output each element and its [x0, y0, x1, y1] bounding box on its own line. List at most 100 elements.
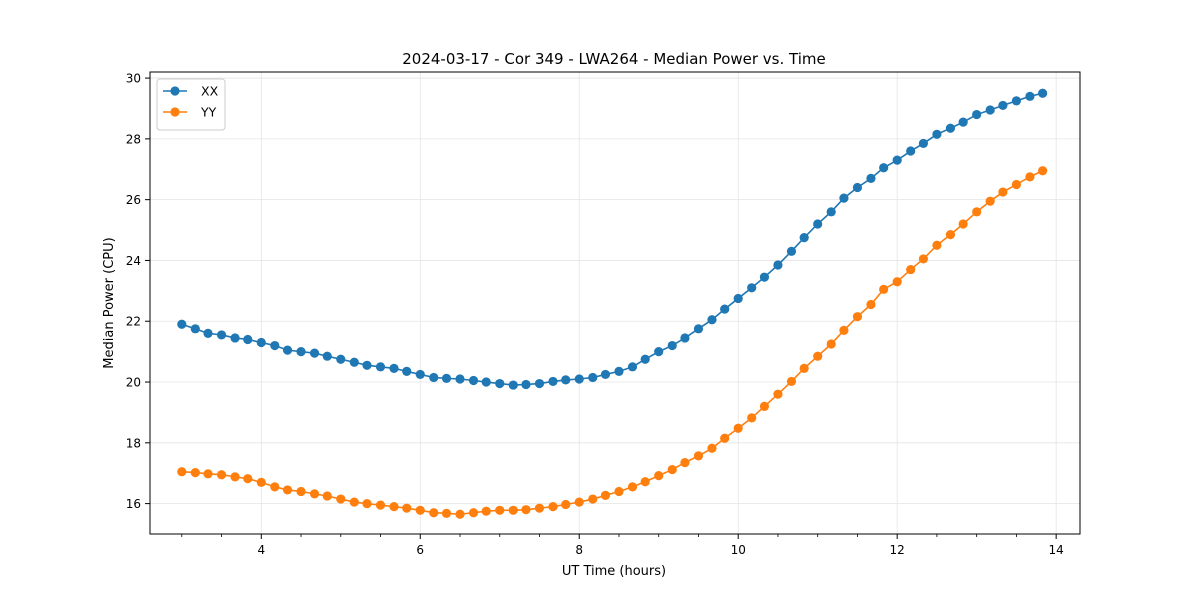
- data-point-yy: [972, 207, 982, 217]
- data-point-xx: [958, 117, 968, 127]
- x-tick-label: 14: [1049, 543, 1064, 557]
- data-point-xx: [720, 304, 730, 314]
- data-point-xx: [177, 319, 187, 329]
- data-point-yy: [918, 254, 929, 264]
- data-point-yy: [588, 494, 598, 504]
- data-point-xx: [243, 334, 253, 345]
- data-point-yy: [693, 451, 704, 461]
- data-point-xx: [1025, 91, 1035, 101]
- data-point-xx: [521, 379, 531, 390]
- data-point-xx: [640, 354, 650, 364]
- data-point-yy: [600, 490, 611, 500]
- data-point-xx: [667, 340, 677, 351]
- data-point-xx: [336, 354, 346, 364]
- data-point-yy: [203, 469, 213, 479]
- data-point-yy: [561, 499, 571, 510]
- y-tick-label: 30: [126, 72, 141, 86]
- data-point-yy: [654, 471, 664, 481]
- data-point-xx: [733, 293, 743, 304]
- data-point-xx: [362, 360, 372, 370]
- data-point-xx: [680, 333, 690, 343]
- data-point-yy: [389, 502, 399, 512]
- data-point-yy: [402, 503, 412, 513]
- data-point-xx: [203, 328, 213, 338]
- data-point-xx: [866, 173, 876, 183]
- data-point-yy: [336, 494, 346, 504]
- series-line-xx: [181, 92, 1043, 386]
- y-tick-label: 18: [126, 436, 141, 450]
- data-point-xx: [441, 373, 452, 383]
- data-point-yy: [309, 489, 320, 499]
- data-point-yy: [707, 443, 717, 453]
- data-point-xx: [495, 378, 505, 389]
- data-point-xx: [534, 378, 545, 389]
- data-point-xx: [309, 348, 320, 358]
- data-point-xx: [282, 345, 293, 355]
- data-point-xx: [654, 347, 664, 357]
- data-point-xx: [906, 146, 916, 156]
- data-point-yy: [481, 506, 491, 516]
- data-point-yy: [627, 482, 638, 492]
- data-point-yy: [826, 339, 836, 349]
- data-point-yy: [945, 230, 956, 240]
- series-yy: [177, 166, 1048, 519]
- data-point-yy: [270, 482, 280, 492]
- data-point-xx: [230, 333, 240, 343]
- data-point-yy: [177, 467, 187, 477]
- data-point-yy: [349, 497, 359, 507]
- data-point-yy: [441, 508, 452, 518]
- series-group: [177, 88, 1048, 519]
- x-tick-label: 8: [575, 543, 583, 557]
- data-point-yy: [879, 284, 889, 294]
- legend-marker-xx: [170, 86, 180, 96]
- legend-label-yy: YY: [200, 105, 217, 120]
- data-point-xx: [826, 207, 836, 217]
- data-point-yy: [759, 401, 770, 411]
- data-point-yy: [296, 486, 306, 497]
- data-point-xx: [468, 375, 479, 386]
- data-point-xx: [1011, 96, 1022, 106]
- y-tick-label: 26: [126, 193, 141, 207]
- series-line-yy: [181, 170, 1043, 516]
- data-point-yy: [839, 325, 849, 335]
- data-point-yy: [614, 486, 624, 497]
- data-point-yy: [852, 312, 863, 322]
- data-point-yy: [322, 491, 332, 501]
- data-point-yy: [747, 413, 757, 423]
- data-point-yy: [362, 499, 372, 509]
- data-point-yy: [813, 351, 823, 361]
- data-point-xx: [548, 376, 558, 387]
- y-tick-label: 16: [126, 497, 141, 511]
- data-point-xx: [216, 330, 227, 340]
- series-xx: [177, 88, 1048, 390]
- data-point-yy: [534, 503, 545, 513]
- data-point-yy: [574, 497, 584, 507]
- data-point-xx: [588, 372, 598, 383]
- data-point-xx: [455, 374, 465, 384]
- data-point-xx: [627, 362, 638, 372]
- data-point-yy: [720, 433, 730, 443]
- data-point-xx: [985, 105, 995, 115]
- data-point-yy: [521, 505, 531, 515]
- data-point-xx: [998, 100, 1008, 111]
- data-point-xx: [1038, 88, 1048, 98]
- data-point-yy: [282, 485, 293, 495]
- y-tick-label: 22: [126, 315, 141, 329]
- data-point-xx: [270, 340, 280, 351]
- data-point-yy: [866, 299, 876, 310]
- data-point-xx: [402, 366, 412, 376]
- data-point-yy: [455, 509, 465, 519]
- data-point-yy: [892, 277, 902, 287]
- data-point-yy: [786, 376, 797, 387]
- data-point-yy: [495, 505, 505, 515]
- data-point-yy: [375, 500, 386, 510]
- data-point-xx: [375, 362, 386, 372]
- data-point-yy: [190, 468, 200, 478]
- data-point-yy: [773, 389, 783, 399]
- data-point-yy: [256, 477, 266, 487]
- x-tick-label: 12: [890, 543, 905, 557]
- data-point-yy: [468, 508, 479, 518]
- data-point-yy: [415, 505, 425, 515]
